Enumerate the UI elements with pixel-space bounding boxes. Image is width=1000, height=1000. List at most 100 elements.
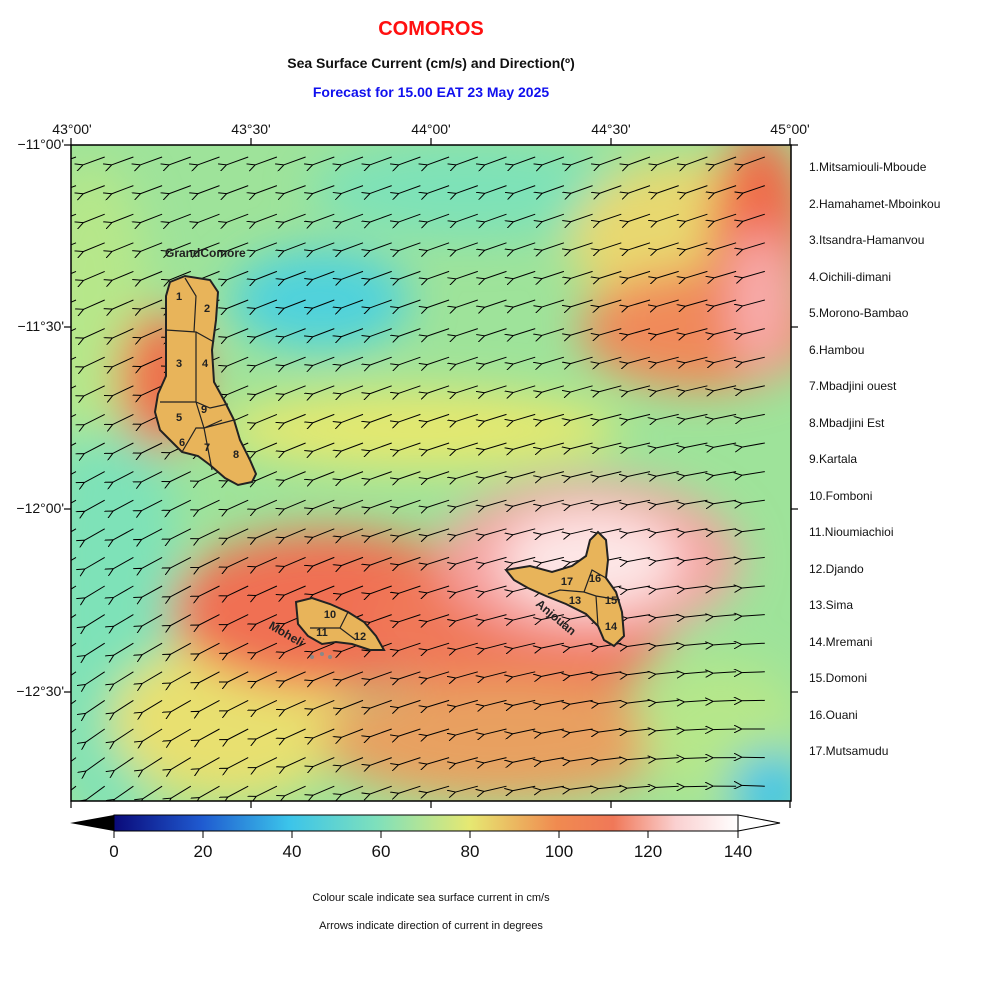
current-arrow <box>82 185 105 195</box>
current-arrow <box>484 185 507 194</box>
current-arrow <box>742 270 765 278</box>
current-arrow <box>369 528 392 537</box>
current-arrow <box>255 528 278 539</box>
current-arrow <box>626 556 651 561</box>
current-arrow <box>455 757 478 764</box>
current-arrow <box>284 671 306 682</box>
current-arrow <box>713 213 737 222</box>
current-arrow <box>312 156 335 165</box>
current-arrow <box>312 499 335 509</box>
current-arrow <box>455 471 478 479</box>
current-arrow <box>655 385 679 392</box>
current-arrow <box>111 270 134 280</box>
current-arrow <box>198 585 220 597</box>
current-arrow <box>455 642 478 650</box>
current-arrow <box>684 356 708 363</box>
current-arrow <box>512 442 536 450</box>
forecast-time: Forecast for 15.00 EAT 23 May 2025 <box>312 84 550 100</box>
current-arrow <box>599 185 622 194</box>
current-arrow <box>284 757 306 768</box>
current-arrow <box>113 642 134 656</box>
current-arrow <box>284 528 306 538</box>
current-arrow <box>512 699 536 705</box>
current-arrow <box>426 642 450 650</box>
legend-item: 13.Sima <box>809 598 854 612</box>
current-arrow <box>312 185 335 194</box>
lon-label-45-00: 45°00' <box>770 121 810 137</box>
region-number-4: 4 <box>202 358 209 370</box>
current-arrow <box>398 385 421 394</box>
current-arrow <box>569 471 593 478</box>
current-arrow <box>455 671 478 679</box>
current-arrow <box>741 643 765 644</box>
current-arrow <box>455 499 478 507</box>
note-colour-scale: Colour scale indicate sea surface curren… <box>312 892 550 904</box>
legend-item: 9.Kartala <box>809 452 858 466</box>
current-arrow <box>569 442 593 449</box>
current-arrow <box>142 699 163 712</box>
current-arrow <box>170 614 192 626</box>
current-arrow <box>713 413 737 419</box>
current-arrow <box>113 585 134 598</box>
current-arrow <box>255 585 278 596</box>
current-arrow <box>512 785 536 791</box>
current-arrow <box>398 671 421 680</box>
current-arrow <box>513 156 536 165</box>
current-arrow <box>83 242 105 252</box>
current-arrow <box>84 556 105 569</box>
current-arrow <box>369 499 392 508</box>
current-arrow <box>341 270 364 279</box>
current-arrow <box>684 299 708 307</box>
current-arrow <box>141 614 163 627</box>
current-arrow <box>341 699 364 709</box>
current-arrow <box>742 328 765 335</box>
lat-label-11-30: −11°30' <box>17 318 64 334</box>
current-arrow <box>513 213 536 222</box>
current-arrow <box>541 385 565 393</box>
current-arrow <box>227 757 249 769</box>
island-anjouan <box>504 530 626 648</box>
current-arrow <box>598 299 622 307</box>
current-arrow <box>83 299 105 310</box>
current-arrow <box>684 413 708 419</box>
current-arrow <box>71 642 77 648</box>
current-arrow <box>341 242 364 251</box>
region-number-5: 5 <box>176 412 182 424</box>
current-arrow <box>483 671 507 678</box>
current-arrow <box>82 213 105 223</box>
current-arrow <box>426 385 450 394</box>
current-arrow <box>312 442 335 452</box>
current-arrow <box>512 471 536 479</box>
current-arrow <box>741 413 765 419</box>
current-arrow <box>570 213 593 222</box>
current-arrow <box>484 442 507 450</box>
current-arrow <box>198 642 220 654</box>
current-arrow <box>312 413 335 423</box>
current-arrow <box>426 442 450 451</box>
current-arrow <box>284 585 306 595</box>
current-arrow <box>369 471 392 480</box>
current-arrow <box>398 528 421 537</box>
current-arrow <box>226 242 249 252</box>
current-arrow <box>312 242 335 251</box>
current-arrow <box>656 356 679 363</box>
current-arrow <box>369 757 392 766</box>
current-arrow <box>685 156 708 165</box>
current-arrow <box>626 585 651 590</box>
current-arrow <box>426 528 450 536</box>
region-number-10: 10 <box>324 609 336 621</box>
current-arrow <box>140 328 163 339</box>
current-arrow <box>741 442 765 447</box>
current-arrow <box>71 728 77 734</box>
current-arrow <box>655 786 679 787</box>
current-arrow <box>255 413 278 423</box>
current-arrow <box>398 185 421 194</box>
current-arrow <box>455 385 478 393</box>
current-arrow <box>112 528 134 541</box>
current-arrow <box>569 757 593 762</box>
current-arrow <box>255 699 278 710</box>
current-arrow <box>627 328 651 336</box>
current-arrow <box>113 614 134 627</box>
current-arrow <box>141 671 163 684</box>
